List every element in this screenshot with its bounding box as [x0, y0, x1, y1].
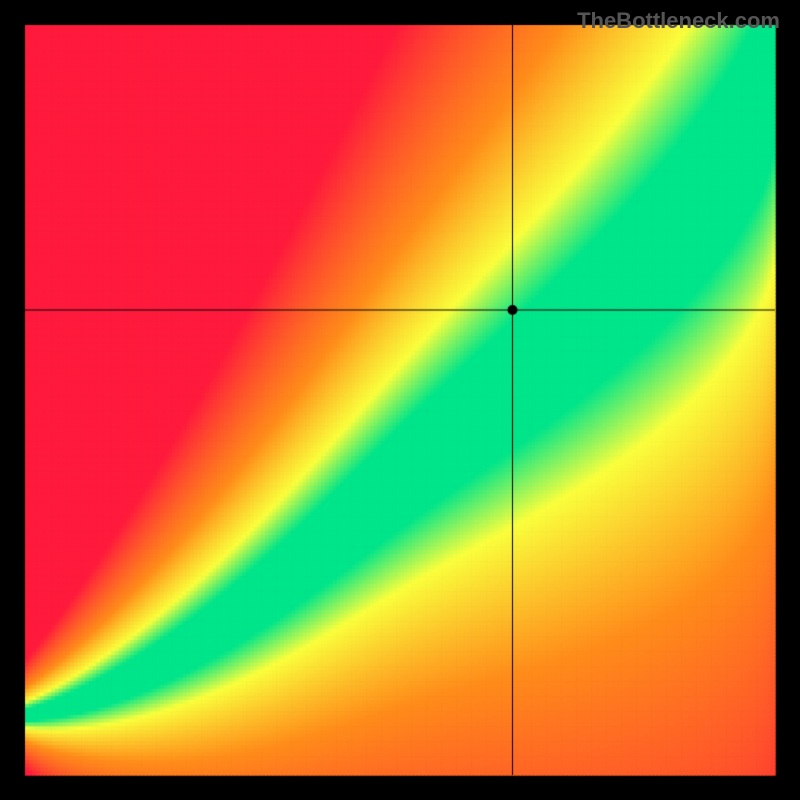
- bottleneck-heatmap: [0, 0, 800, 800]
- watermark-text: TheBottleneck.com: [577, 8, 780, 34]
- chart-container: TheBottleneck.com: [0, 0, 800, 800]
